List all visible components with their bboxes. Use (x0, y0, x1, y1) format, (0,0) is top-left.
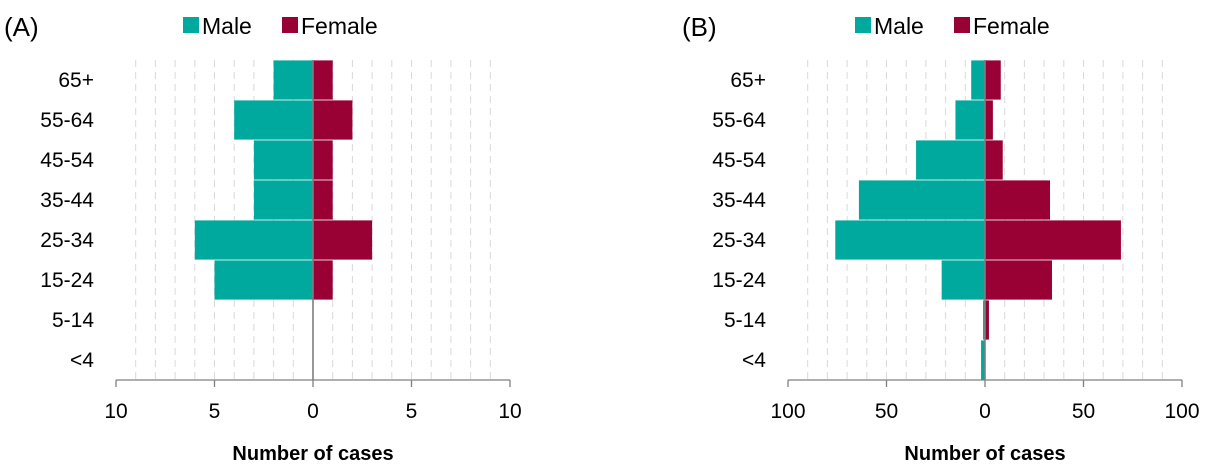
chart-b-bar-male-3 (858, 180, 985, 220)
chart-b-legend-swatch-male (855, 17, 871, 33)
chart-b-bar-female-3 (985, 180, 1051, 220)
chart-a-x-tick-label: 5 (406, 400, 418, 423)
chart-b-bar-male-1 (955, 100, 985, 140)
chart-a-bar-male-0 (273, 60, 313, 100)
chart-a-bar-female-0 (313, 60, 333, 100)
chart-b-x-tick-label: 0 (979, 400, 991, 423)
chart-a-category-label: <4 (70, 349, 94, 372)
chart-b-category-label: <4 (742, 349, 766, 372)
chart-b-bar-female-1 (985, 100, 993, 140)
chart-a-bar-female-5 (313, 260, 333, 300)
chart-a-category-label: 65+ (58, 69, 94, 92)
chart-b-bar-female-2 (985, 140, 1003, 180)
chart-a-bar-female-1 (313, 100, 353, 140)
chart-a-bar-male-5 (214, 260, 313, 300)
chart-b-category-label: 55-64 (712, 109, 766, 132)
chart-a-bar-female-2 (313, 140, 333, 180)
chart-a-x-tick-label: 10 (498, 400, 521, 423)
chart-a-legend-label-female: Female (301, 13, 378, 39)
chart-a-bar-male-3 (253, 180, 313, 220)
chart-b-category-label: 5-14 (724, 309, 766, 332)
chart-a-bar-female-4 (313, 220, 373, 260)
chart-a-legend-swatch-male (183, 17, 199, 33)
chart-b-panel-label: (B) (682, 12, 717, 42)
chart-a-x-tick-label: 5 (209, 400, 221, 423)
chart-b-bar-male-0 (971, 60, 985, 100)
chart-a-x-tick-label: 10 (104, 400, 127, 423)
chart-b-x-axis-title: Number of cases (904, 443, 1065, 465)
chart-b-bar-male-7 (981, 340, 985, 380)
chart-a-bar-male-4 (194, 220, 313, 260)
chart-a-legend-label-male: Male (202, 13, 252, 39)
chart-a-category-label: 5-14 (52, 309, 94, 332)
chart-b-x-tick-label: 50 (875, 400, 898, 423)
chart-b-x-tick-label: 50 (1072, 400, 1095, 423)
chart-b-bar-female-0 (985, 60, 1001, 100)
chart-a-panel-label: (A) (4, 12, 39, 42)
chart-b-category-label: 45-54 (712, 149, 766, 172)
chart-b-legend-label-female: Female (973, 13, 1050, 39)
chart-b-bar-male-4 (835, 220, 985, 260)
chart-b-category-label: 25-34 (712, 229, 766, 252)
chart-a-category-label: 25-34 (40, 229, 94, 252)
chart-b-legend-swatch-female (954, 17, 970, 33)
chart-a-category-label: 35-44 (40, 189, 94, 212)
chart-b-bar-male-5 (941, 260, 985, 300)
chart-b-bar-male-2 (916, 140, 985, 180)
chart-a-category-label: 15-24 (40, 269, 94, 292)
chart-b-bar-female-4 (985, 220, 1121, 260)
chart-a-bar-male-2 (253, 140, 313, 180)
chart-b-category-label: 65+ (730, 69, 766, 92)
chart-a-bar-female-3 (313, 180, 333, 220)
chart-a-bar-male-1 (234, 100, 313, 140)
chart-a-x-tick-label: 0 (307, 400, 319, 423)
chart-b-legend-label-male: Male (874, 13, 924, 39)
chart-a-x-axis-title: Number of cases (232, 443, 393, 465)
chart-b-x-tick-label: 100 (1164, 400, 1199, 423)
chart-b-bar-female-6 (985, 300, 989, 340)
chart-b-bar-male-6 (983, 300, 985, 340)
chart-b-category-label: 35-44 (712, 189, 766, 212)
chart-a-category-label: 55-64 (40, 109, 94, 132)
chart-b-bar-female-5 (985, 260, 1052, 300)
chart-a-category-label: 45-54 (40, 149, 94, 172)
chart-b-category-label: 15-24 (712, 269, 766, 292)
chart-a-legend-swatch-female (282, 17, 298, 33)
chart-b-x-tick-label: 100 (770, 400, 805, 423)
